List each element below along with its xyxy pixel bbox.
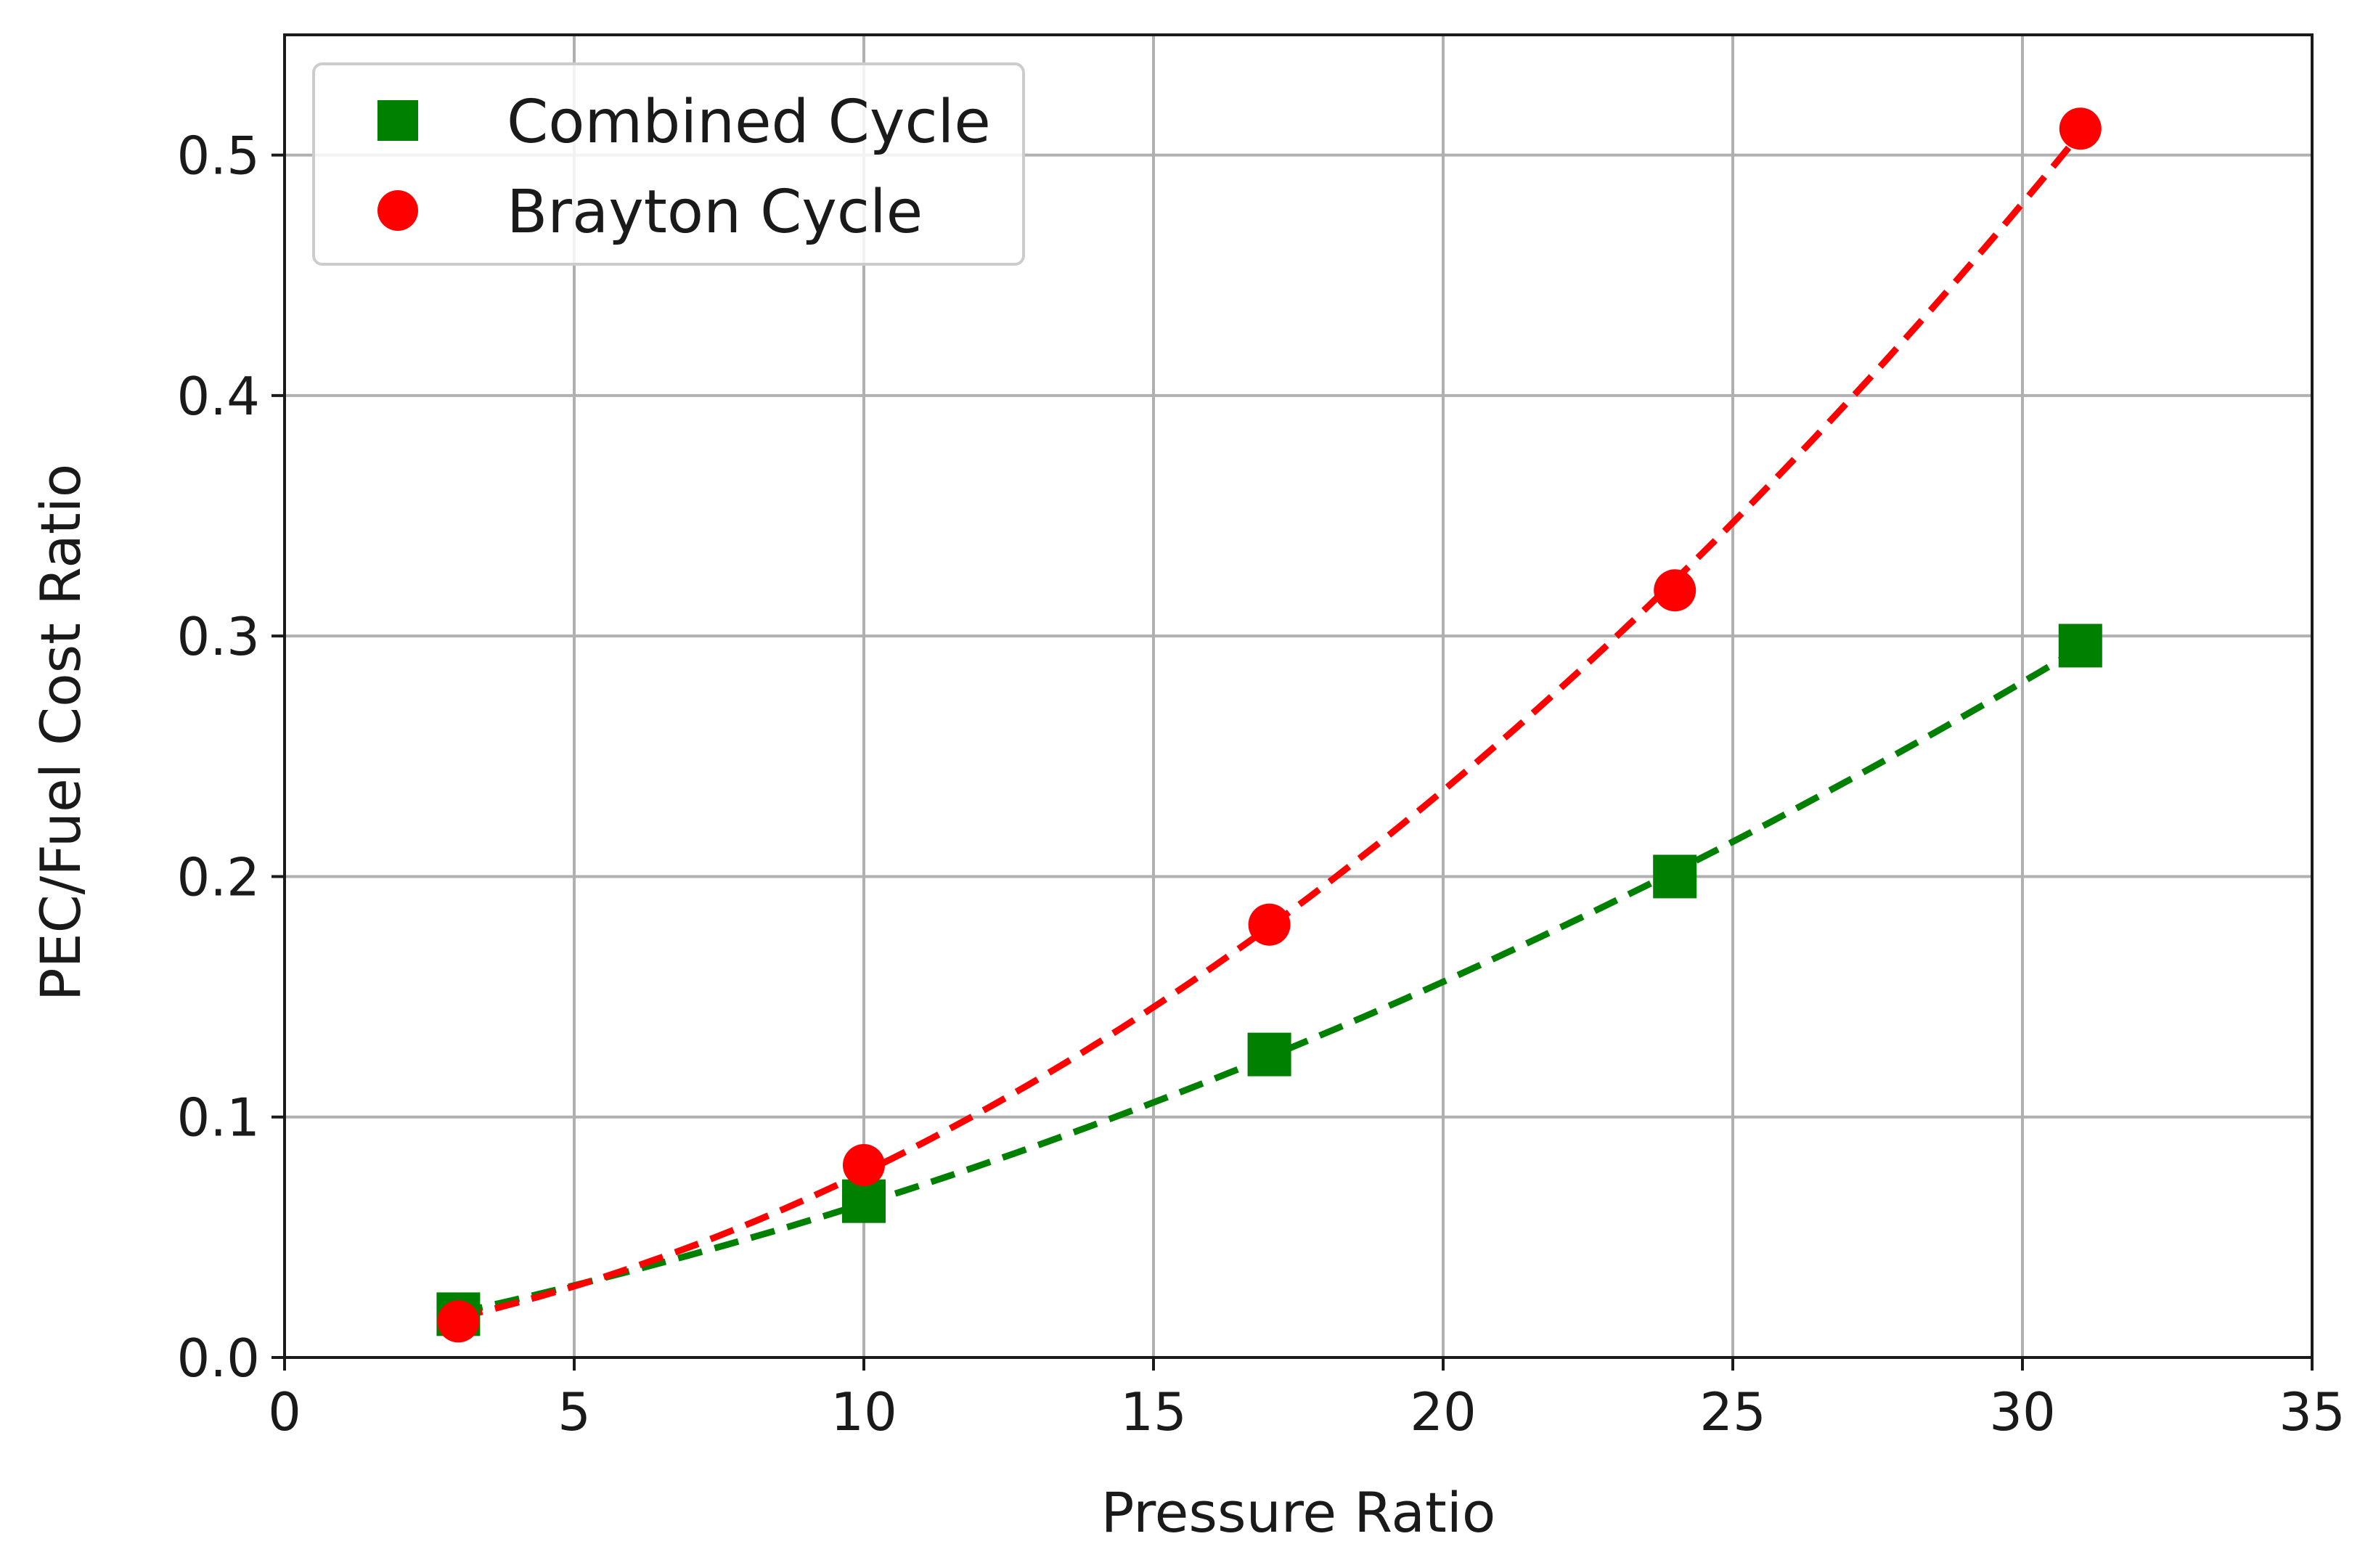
series-markers [436, 107, 2102, 1343]
x-tick-label: 0 [268, 1381, 301, 1442]
data-point-brayton-cycle [843, 1143, 885, 1186]
y-tick-label: 0.2 [176, 846, 260, 907]
legend: Combined Cycle Brayton Cycle [312, 62, 1025, 266]
x-tick-label: 20 [1410, 1381, 1477, 1442]
y-tick-label: 0.5 [176, 126, 260, 187]
plot-frame [283, 33, 2314, 1359]
x-tick-label: 5 [558, 1381, 591, 1442]
legend-box [312, 62, 1025, 266]
y-tick-label: 0.1 [176, 1087, 260, 1148]
data-point-combined-cycle [1247, 1032, 1291, 1077]
data-point-combined-cycle [1653, 854, 1697, 899]
legend-label-1: Brayton Cycle [507, 178, 923, 247]
y-tick-label: 0.4 [176, 366, 260, 427]
y-tick-label: 0.3 [176, 606, 260, 667]
data-point-brayton-cycle [437, 1300, 480, 1343]
x-axis-ticks: 0 5 10 15 20 25 30 35 [268, 1357, 2345, 1442]
legend-label-0: Combined Cycle [507, 88, 991, 157]
x-tick-label: 10 [830, 1381, 897, 1442]
y-tick-label: 0.0 [176, 1328, 260, 1389]
x-tick-label: 15 [1120, 1381, 1187, 1442]
x-axis-label: Pressure Ratio [1101, 1480, 1496, 1545]
grid [285, 35, 2312, 1357]
x-tick-label: 35 [2279, 1381, 2345, 1442]
data-point-brayton-cycle [1654, 569, 1696, 612]
x-tick-label: 25 [1699, 1381, 1766, 1442]
data-point-combined-cycle [2058, 624, 2102, 668]
data-point-combined-cycle [842, 1179, 886, 1223]
legend-marker-brayton-cycle [377, 190, 418, 231]
data-point-brayton-cycle [2059, 107, 2102, 150]
legend-marker-combined-cycle [377, 100, 418, 141]
y-axis-ticks: 0.0 0.1 0.2 0.3 0.4 0.5 [176, 126, 285, 1389]
y-axis-label: PEC/Fuel Cost Ratio [28, 464, 93, 1002]
x-tick-label: 30 [1989, 1381, 2056, 1442]
data-point-brayton-cycle [1248, 903, 1291, 946]
